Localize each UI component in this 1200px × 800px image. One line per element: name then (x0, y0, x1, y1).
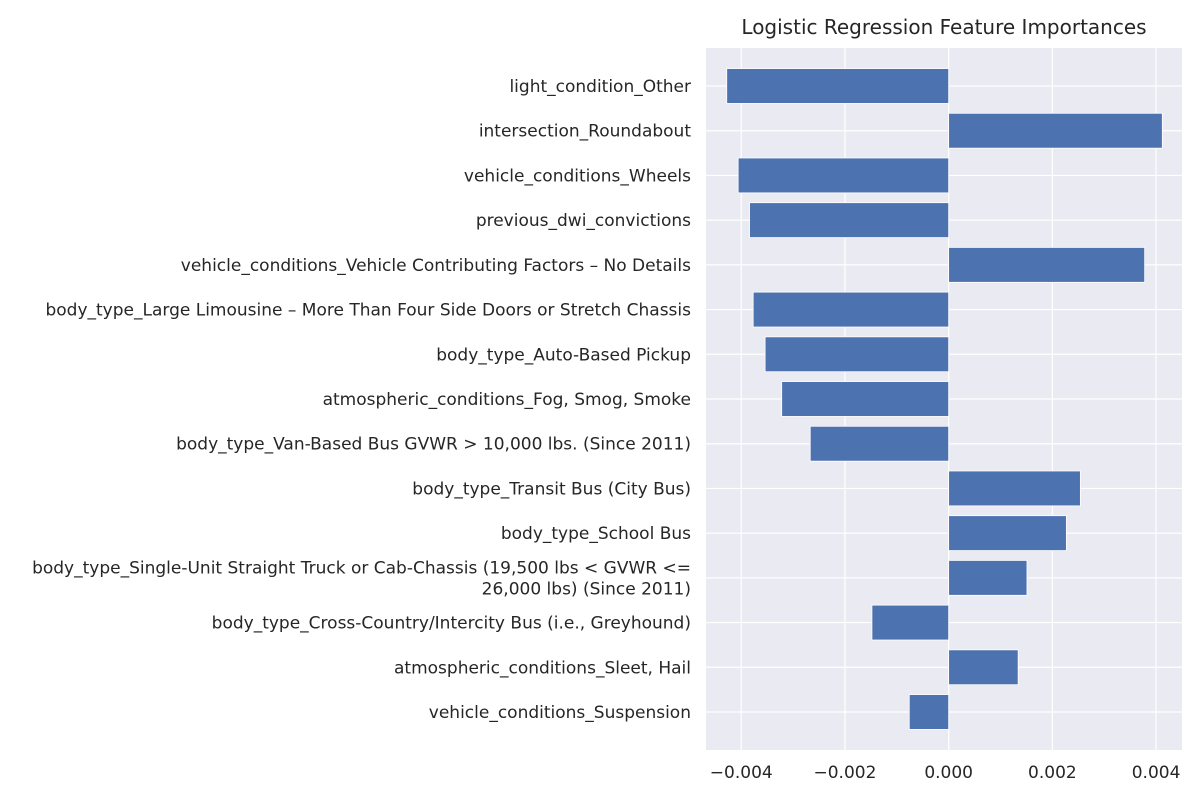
x-tick-label: −0.004 (710, 763, 773, 783)
y-tick-labels: light_condition_Other intersection_Rounda… (32, 77, 691, 723)
x-tick-label: −0.002 (814, 763, 877, 783)
y-tick-label: previous_dwi_convictions (476, 211, 691, 231)
y-tick-label: body_type_School Bus (501, 524, 691, 544)
bar (737, 157, 950, 194)
x-tick-label: 0.004 (1132, 763, 1181, 783)
bar (781, 381, 950, 417)
y-tick-label: vehicle_conditions_Vehicle Contributing … (181, 256, 691, 276)
bar (948, 649, 1019, 686)
chart-title: Logistic Regression Feature Importances (741, 15, 1146, 39)
y-tick-label: body_type_Van-Based Bus GVWR > 10,000 lb… (176, 435, 691, 455)
bar (752, 291, 950, 328)
bar (749, 202, 950, 238)
bar (948, 247, 1146, 283)
bar (871, 604, 950, 641)
bar (726, 68, 950, 104)
bar (764, 336, 950, 373)
bar (948, 515, 1067, 551)
y-tick-label: body_type_Large Limousine – More Than Fo… (45, 301, 691, 321)
y-tick-label: atmospheric_conditions_Fog, Smog, Smoke (323, 390, 691, 410)
y-tick-label: light_condition_Other (509, 77, 691, 97)
x-tick-label: 0.000 (924, 763, 973, 783)
y-tick-label: intersection_Roundabout (479, 122, 692, 142)
bars (726, 68, 1163, 730)
bar (908, 694, 950, 730)
y-tick-label: body_type_Single-Unit Straight Truck or … (32, 558, 691, 599)
y-tick-label: body_type_Cross-Country/Intercity Bus (i… (212, 614, 691, 634)
x-tick-labels: −0.004 −0.002 0.000 0.002 0.004 (710, 763, 1181, 783)
y-tick-label: vehicle_conditions_Suspension (429, 703, 691, 723)
x-tick-label: 0.002 (1028, 763, 1077, 783)
bar (809, 425, 950, 462)
bar (948, 112, 1163, 149)
y-tick-label: atmospheric_conditions_Sleet, Hail (394, 658, 691, 678)
y-tick-label: body_type_Auto-Based Pickup (436, 345, 691, 365)
y-tick-label: vehicle_conditions_Wheels (464, 166, 691, 186)
bar (948, 470, 1081, 507)
y-tick-label: body_type_Transit Bus (City Bus) (412, 479, 691, 499)
bar (948, 560, 1028, 596)
